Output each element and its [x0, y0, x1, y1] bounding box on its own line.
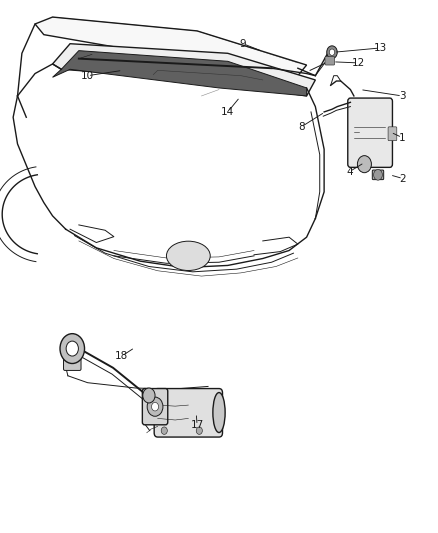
Circle shape: [357, 156, 371, 173]
Polygon shape: [35, 17, 307, 76]
Text: 10: 10: [81, 71, 94, 80]
Ellipse shape: [213, 392, 225, 433]
Text: 9: 9: [240, 39, 247, 49]
Circle shape: [66, 341, 78, 356]
FancyBboxPatch shape: [348, 98, 392, 167]
Polygon shape: [53, 44, 315, 96]
Text: 1: 1: [399, 133, 406, 142]
Text: 14: 14: [221, 107, 234, 117]
Text: 12: 12: [352, 58, 365, 68]
Polygon shape: [53, 51, 307, 96]
Text: 13: 13: [374, 43, 387, 53]
Circle shape: [147, 397, 163, 416]
Ellipse shape: [166, 241, 210, 271]
Text: 2: 2: [399, 174, 406, 183]
Circle shape: [327, 46, 337, 59]
Text: 8: 8: [298, 122, 305, 132]
FancyBboxPatch shape: [142, 389, 168, 425]
Circle shape: [374, 169, 382, 180]
Circle shape: [60, 334, 85, 364]
FancyBboxPatch shape: [64, 356, 81, 370]
Text: 17: 17: [191, 421, 204, 430]
Circle shape: [329, 49, 335, 55]
Circle shape: [196, 427, 202, 434]
Text: 4: 4: [346, 167, 353, 176]
Text: 18: 18: [115, 351, 128, 361]
FancyBboxPatch shape: [154, 389, 223, 437]
Circle shape: [152, 402, 159, 411]
FancyBboxPatch shape: [325, 56, 335, 65]
FancyBboxPatch shape: [372, 170, 384, 180]
Circle shape: [143, 388, 155, 403]
Text: 3: 3: [399, 91, 406, 101]
Circle shape: [161, 427, 167, 434]
FancyBboxPatch shape: [388, 127, 397, 141]
